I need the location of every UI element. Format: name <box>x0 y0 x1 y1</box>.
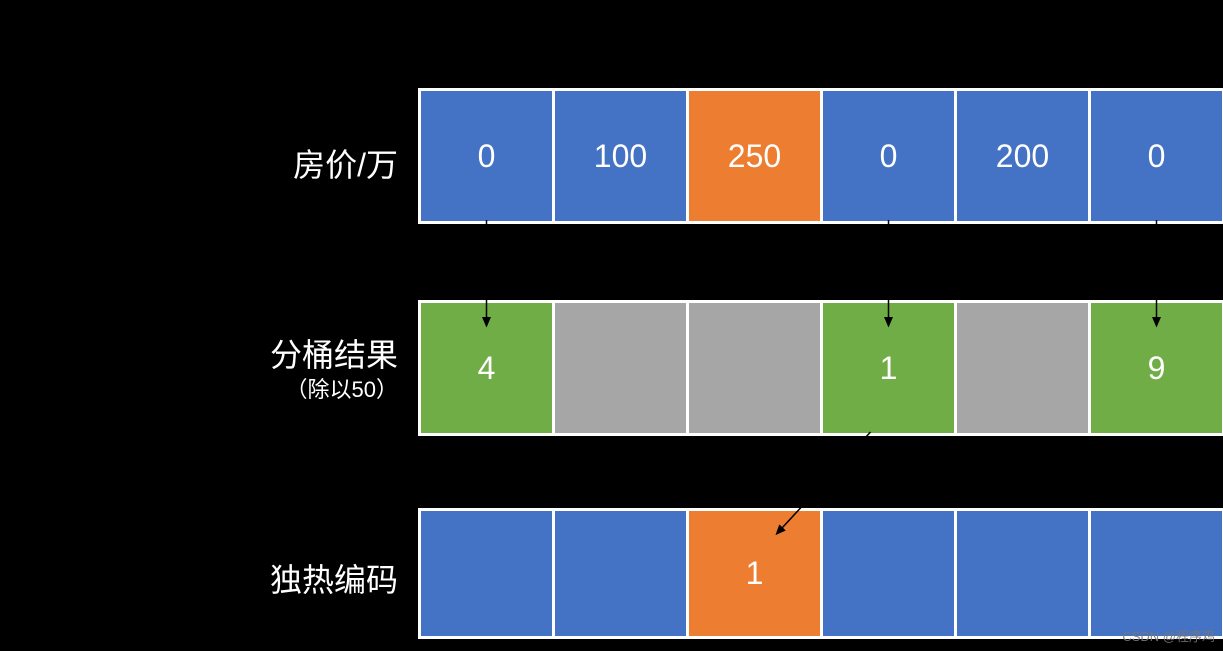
row1-label: 房价/万 <box>0 140 398 186</box>
row2-cell-5: 9 <box>1091 303 1222 433</box>
row2-cell-3: 1 <box>823 303 954 433</box>
row2-cell-2 <box>689 303 820 433</box>
row2-cell-1 <box>555 303 686 433</box>
row3-label: 独热编码 <box>0 555 398 601</box>
row2-sublabel: （除以50） <box>0 372 398 404</box>
row3-cell-2: 1 <box>689 511 820 636</box>
row2-cell-0: 4 <box>421 303 552 433</box>
row-buckets: 4 1 9 <box>418 300 1223 436</box>
watermark: CSDN @程序鸡 <box>1122 626 1215 645</box>
row2-label: 分桶结果 <box>0 330 398 376</box>
row1-cell-5: 0 <box>1091 91 1222 221</box>
row1-cell-4: 200 <box>957 91 1088 221</box>
row3-cell-5 <box>1091 511 1222 636</box>
row1-cell-0: 0 <box>421 91 552 221</box>
row-onehot: 1 <box>418 508 1223 639</box>
row3-cell-3 <box>823 511 954 636</box>
row3-cell-4 <box>957 511 1088 636</box>
row1-cell-1: 100 <box>555 91 686 221</box>
row-prices: 010025002000 <box>418 88 1223 224</box>
row2-cell-4 <box>957 303 1088 433</box>
row1-cell-2: 250 <box>689 91 820 221</box>
row3-cell-0 <box>421 511 552 636</box>
row3-cell-1 <box>555 511 686 636</box>
row1-cell-3: 0 <box>823 91 954 221</box>
